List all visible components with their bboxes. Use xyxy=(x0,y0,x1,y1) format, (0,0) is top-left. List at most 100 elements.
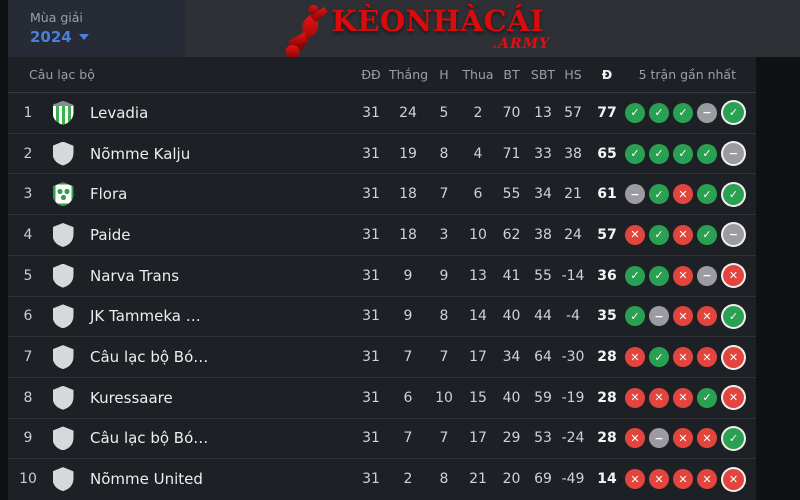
stat-goal-diff: 57 xyxy=(564,104,582,121)
form-result-icon[interactable]: ✓ xyxy=(723,305,744,327)
form-result-icon[interactable]: ✕ xyxy=(649,469,669,490)
col-header-goals-against: SBT xyxy=(530,67,556,82)
stat-played: 31 xyxy=(362,308,380,325)
position: 6 xyxy=(23,308,33,325)
form-result-icon[interactable]: ✓ xyxy=(625,143,645,164)
stat-played: 31 xyxy=(362,104,380,121)
form-result-icon[interactable]: ✓ xyxy=(649,224,669,245)
stat-goals-for: 62 xyxy=(502,226,521,243)
stat-played: 31 xyxy=(362,349,380,366)
form-result-icon[interactable]: ✓ xyxy=(723,183,744,205)
stat-goal-diff: 24 xyxy=(564,226,582,243)
form-result-icon[interactable]: ✓ xyxy=(625,102,645,123)
form-result-icon[interactable]: ✓ xyxy=(625,265,645,286)
stat-points: 57 xyxy=(597,226,617,243)
form-result-icon[interactable]: ✓ xyxy=(697,224,717,245)
stat-goals-against: 59 xyxy=(534,389,552,406)
season-value[interactable]: 2024 xyxy=(30,28,72,46)
form-result-icon[interactable]: ✓ xyxy=(649,347,669,368)
club-badge-icon xyxy=(53,182,74,206)
stat-draws: 9 xyxy=(439,267,449,284)
form-result-icon[interactable]: ✕ xyxy=(625,469,645,490)
col-header-wins: Thắng xyxy=(389,67,429,82)
stat-wins: 24 xyxy=(399,104,417,121)
form-result-icon[interactable]: ✕ xyxy=(723,346,744,368)
club-name: Câu lạc bộ Bó… xyxy=(90,348,209,367)
form-result-icon[interactable]: ✕ xyxy=(723,387,744,409)
position: 1 xyxy=(23,104,33,121)
table-row[interactable]: 9 Câu lạc bộ Bó… 31 7 7 17 29 53 -24 28 … xyxy=(8,417,756,459)
stat-points: 65 xyxy=(597,145,617,162)
table-row[interactable]: 5 Narva Trans 31 9 9 13 41 55 -14 36 ✓ ✓ ✕… xyxy=(8,254,756,296)
season-selector[interactable]: Mùa giải 2024 xyxy=(8,0,185,57)
position: 7 xyxy=(23,349,33,366)
form-result-icon[interactable]: ✕ xyxy=(673,306,693,327)
stat-draws: 10 xyxy=(435,389,453,406)
form-result-icon[interactable]: ✕ xyxy=(673,347,693,368)
table-row[interactable]: 8 Kuressaare 31 6 10 15 40 59 -19 28 ✕ ✕ ✕… xyxy=(8,376,756,418)
form-result-icon[interactable]: − xyxy=(649,306,669,327)
form-result-icon[interactable]: − xyxy=(697,102,717,123)
form-result-icon[interactable]: ✕ xyxy=(697,428,717,449)
form-result-icon[interactable]: ✓ xyxy=(723,427,744,449)
form-result-icon[interactable]: ✕ xyxy=(673,428,693,449)
stat-points: 36 xyxy=(597,267,617,284)
form-result-icon[interactable]: − xyxy=(723,143,744,165)
stat-goal-diff: 21 xyxy=(564,186,582,203)
stat-draws: 8 xyxy=(439,145,449,162)
stat-wins: 18 xyxy=(399,186,417,203)
form-result-icon[interactable]: ✕ xyxy=(673,387,693,408)
form-result-icon[interactable]: ✓ xyxy=(649,184,669,205)
stat-wins: 18 xyxy=(399,226,417,243)
form-result-icon[interactable]: ✓ xyxy=(649,102,669,123)
stat-goals-against: 53 xyxy=(534,430,552,447)
club-badge-icon xyxy=(53,304,74,328)
stat-losses: 4 xyxy=(473,145,483,162)
form-result-icon[interactable]: ✕ xyxy=(673,184,693,205)
form-result-icon[interactable]: − xyxy=(649,428,669,449)
standings-table: Câu lạc bộ ĐĐ Thắng H Thua BT SBT HS Đ 5… xyxy=(8,57,756,500)
form-result-icon[interactable]: ✕ xyxy=(673,469,693,490)
form-result-icon[interactable]: ✓ xyxy=(625,306,645,327)
stat-losses: 13 xyxy=(469,267,487,284)
form-result-icon[interactable]: ✕ xyxy=(723,265,744,287)
table-row[interactable]: 6 JK Tammeka … 31 9 8 14 40 44 -4 35 ✓ − ✕… xyxy=(8,295,756,337)
chevron-down-icon[interactable] xyxy=(78,34,89,40)
form-result-icon[interactable]: ✕ xyxy=(625,347,645,368)
table-row[interactable]: 2 Nõmme Kalju 31 19 8 4 71 33 38 65 ✓ ✓ ✓ ✓… xyxy=(8,132,756,174)
form-result-icon[interactable]: ✓ xyxy=(697,184,717,205)
stat-points: 14 xyxy=(597,471,617,488)
form-result-icon[interactable]: ✓ xyxy=(649,265,669,286)
form-result-icon[interactable]: ✕ xyxy=(697,306,717,327)
form-result-icon[interactable]: ✓ xyxy=(673,143,693,164)
form-result-icon[interactable]: ✕ xyxy=(673,265,693,286)
form-result-icon[interactable]: − xyxy=(625,184,645,205)
table-row[interactable]: 3 Flora 31 18 7 6 55 34 21 61 − ✓ ✕ ✓ ✓ xyxy=(8,173,756,214)
form-result-icon[interactable]: − xyxy=(723,224,744,246)
form-result-icon[interactable]: ✕ xyxy=(625,428,645,449)
form-result-icon[interactable]: ✓ xyxy=(649,143,669,164)
table-row[interactable]: 7 Câu lạc bộ Bó… 31 7 7 17 34 64 -30 28 … xyxy=(8,336,756,377)
form-result-icon[interactable]: − xyxy=(697,265,717,286)
site-logo[interactable]: KèoNhàCái .ARMY xyxy=(280,1,551,59)
stat-goals-for: 40 xyxy=(502,308,521,325)
form-result-icon[interactable]: ✕ xyxy=(723,468,744,490)
form-result-icon[interactable]: ✓ xyxy=(723,102,744,124)
form-result-icon[interactable]: ✕ xyxy=(649,387,669,408)
stat-losses: 15 xyxy=(469,389,487,406)
club-name: Flora xyxy=(90,185,128,204)
form-result-icon[interactable]: ✕ xyxy=(673,224,693,245)
stat-goals-for: 34 xyxy=(502,349,521,366)
form-result-icon[interactable]: ✓ xyxy=(697,143,717,164)
form-result-icon[interactable]: ✓ xyxy=(697,387,717,408)
form-result-icon[interactable]: ✕ xyxy=(697,469,717,490)
form-result-icon[interactable]: ✕ xyxy=(625,387,645,408)
form-result-icon[interactable]: ✕ xyxy=(697,347,717,368)
club-name: Nõmme Kalju xyxy=(90,144,191,163)
form-result-icon[interactable]: ✓ xyxy=(673,102,693,123)
stat-played: 31 xyxy=(362,186,380,203)
table-row[interactable]: 4 Paide 31 18 3 10 62 38 24 57 ✕ ✓ ✕ ✓ − xyxy=(8,214,756,255)
form-result-icon[interactable]: ✕ xyxy=(625,224,645,245)
table-row[interactable]: 1 Levadia 31 24 5 2 70 13 57 77 ✓ ✓ ✓ − ✓ xyxy=(8,93,756,133)
table-row[interactable]: 10 Nõmme United 31 2 8 21 20 69 -49 14 ✕… xyxy=(8,458,756,499)
